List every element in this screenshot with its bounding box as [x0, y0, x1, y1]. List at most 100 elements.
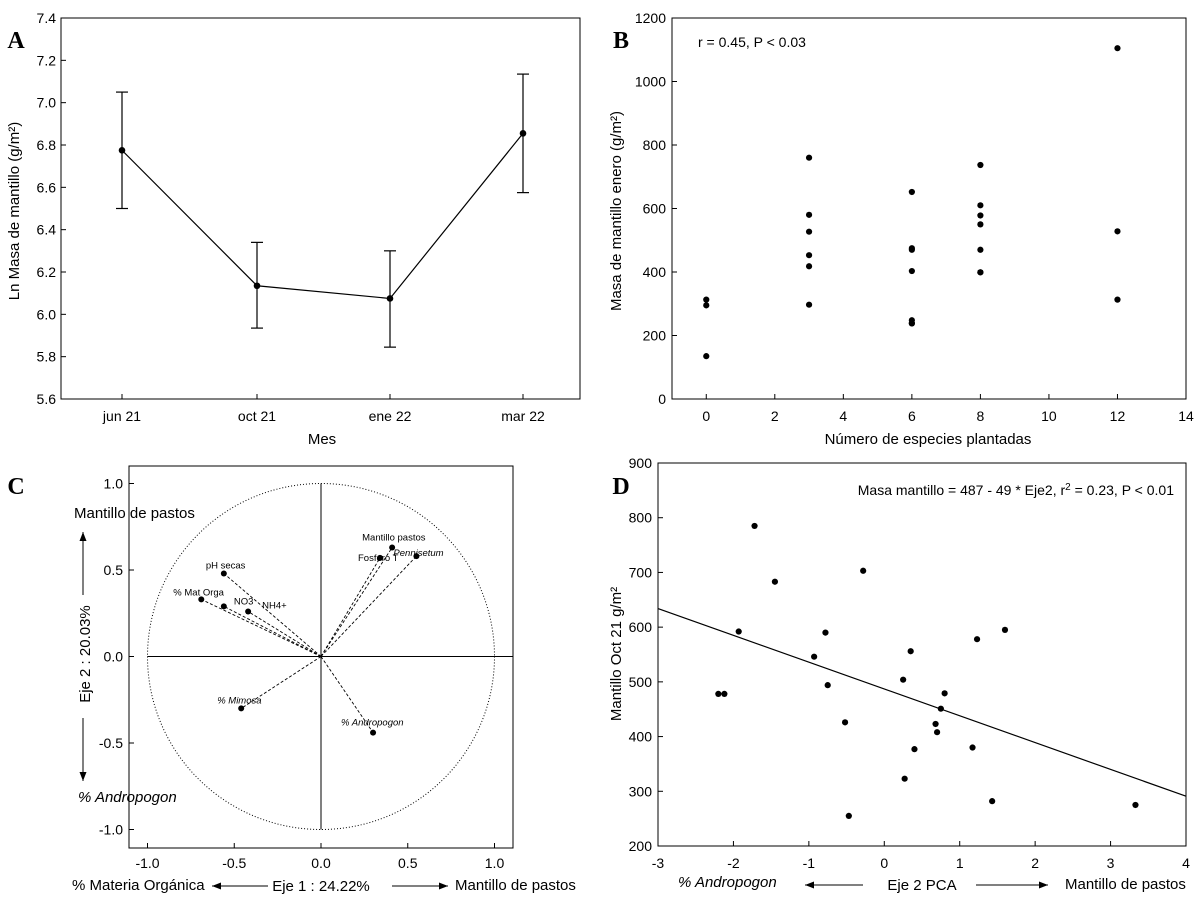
x-tick-label: 2: [1031, 855, 1039, 871]
x-tick-label: 1: [956, 855, 964, 871]
panel-letter: B: [613, 28, 629, 54]
loading-point: [245, 608, 252, 615]
vector-label: Fosforo T: [358, 553, 399, 564]
series-line: [121, 132, 524, 300]
x-tick-label: -3: [652, 855, 665, 871]
data-point: [703, 353, 710, 360]
data-point: [118, 146, 126, 154]
annotation: Masa mantillo = 487 - 49 * Eje2, r2 = 0.…: [858, 482, 1174, 499]
loading-point: [413, 553, 420, 560]
vector-label: % Andropogon: [341, 718, 404, 729]
panel-a: A 5.6 5.8 6.0 6.2 6.4 6.6 6.8 7.0 7.2 7.4 jun 21 oct…: [6, 10, 581, 448]
y-tick-label: 800: [643, 137, 667, 153]
panel-b: B 0 200 400 600 800 1000 1200 0 2 4 6 8 10 12 14 Número …: [608, 10, 1194, 448]
loading-point: [220, 570, 227, 577]
loading-point: [198, 596, 205, 603]
data-point: [1114, 45, 1121, 52]
data-point: [805, 252, 813, 259]
vector-label: NH4+: [262, 601, 287, 612]
y-tick-label: 800: [629, 510, 653, 526]
x-tick-label: mar 22: [501, 408, 545, 424]
data-point: [703, 296, 710, 303]
y-tick-label: 1.0: [104, 476, 124, 492]
data-point: [937, 705, 944, 712]
x-right-arrow-head: [1039, 881, 1048, 889]
y-tick-label: 700: [629, 564, 653, 580]
y-tick-label: 1000: [635, 74, 666, 90]
data-point: [805, 211, 813, 218]
data-point: [908, 188, 915, 196]
data-point: [805, 301, 813, 308]
data-point: [386, 295, 394, 302]
panel-letter: C: [7, 474, 24, 500]
y-tick-label: 6.8: [37, 137, 57, 153]
data-point: [911, 746, 918, 753]
data-point: [841, 719, 849, 726]
data-point: [715, 690, 722, 697]
data-point: [805, 154, 813, 161]
y-tick-label: -1.0: [99, 822, 123, 838]
data-point: [977, 161, 984, 169]
loading-vector: [320, 557, 381, 657]
y-tick-label: 5.6: [37, 391, 57, 407]
x-right-label: Mantillo de pastos: [1065, 876, 1186, 893]
loading-vector: [223, 573, 322, 657]
data-point: [824, 682, 831, 689]
data-point: [977, 269, 984, 276]
x-tick-label: 3: [1107, 855, 1115, 871]
loading-point: [376, 554, 383, 561]
vector-label: NO3: [234, 596, 254, 607]
x-axis-label: Mes: [308, 431, 336, 448]
y-tick-label: 200: [629, 838, 653, 854]
y-axis-label: Eje 2 : 20.03%: [77, 605, 94, 703]
loading-vector: [247, 611, 322, 657]
y-axis-label: Ln Masa de mantillo (g/m²): [6, 122, 23, 300]
x-tick-label: 12: [1110, 408, 1126, 424]
loading-point: [370, 729, 377, 736]
x-tick-label: -2: [727, 855, 740, 871]
loading-point: [238, 705, 245, 712]
y-bottom-label: % Andropogon: [78, 789, 177, 806]
loading-vector: [201, 599, 322, 657]
x-tick-label: 8: [977, 408, 985, 424]
loading-vector: [320, 547, 393, 657]
data-point: [751, 522, 758, 530]
data-point: [973, 636, 981, 643]
data-point: [977, 202, 984, 209]
x-tick-label: oct 21: [238, 408, 276, 424]
vector-label: pH secas: [206, 560, 246, 571]
data-point: [908, 267, 915, 275]
data-point: [771, 578, 779, 585]
data-point: [908, 320, 915, 327]
x-tick-label: 0.0: [311, 855, 331, 871]
x-tick-label: -1.0: [135, 855, 159, 871]
x-tick-label: 1.0: [485, 855, 505, 871]
x-tick-label: 4: [1182, 855, 1190, 871]
data-point: [932, 720, 939, 728]
data-point: [969, 744, 976, 751]
x-left-arrow-head: [805, 881, 814, 889]
y-tick-label: 400: [629, 729, 653, 745]
vector-label: % Mimosa: [217, 695, 261, 706]
x-axis-label: Número de especies plantadas: [825, 431, 1032, 448]
y-tick-label: 0: [658, 391, 666, 407]
x-tick-label: 14: [1178, 408, 1194, 424]
y-tick-label: 5.8: [37, 349, 57, 365]
x-left-label: % Materia Orgánica: [72, 877, 205, 894]
y-top-label: Mantillo de pastos: [74, 505, 195, 522]
x-axis-label: Eje 2 PCA: [887, 877, 956, 894]
x-right-arrow-head: [439, 882, 448, 890]
x-tick-label: 2: [771, 408, 779, 424]
loading-point: [220, 603, 227, 610]
x-tick-label: ene 22: [369, 408, 412, 424]
data-point: [253, 282, 261, 290]
data-point: [933, 729, 941, 736]
data-point: [941, 690, 948, 697]
y-axis-label: Masa de mantillo enero (g/m²): [608, 111, 625, 311]
y-tick-label: -0.5: [99, 735, 123, 751]
y-tick-label: 6.2: [37, 264, 57, 280]
y-tick-label: 500: [629, 674, 653, 690]
y-tick-label: 200: [643, 328, 667, 344]
vector-label: Pennisetum: [393, 548, 443, 559]
